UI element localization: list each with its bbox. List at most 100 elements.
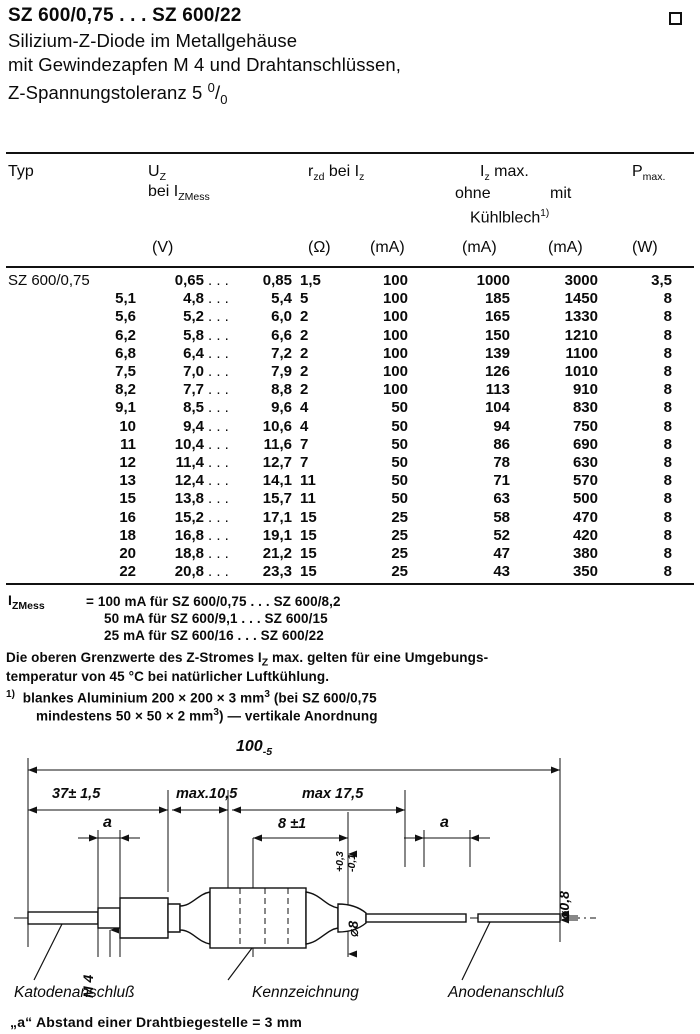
cell-rzd: 7	[300, 454, 309, 471]
table-row: 8,2 7,7. . . 8,8 2 100 113 910 8	[0, 381, 700, 399]
cell-rzd: 4	[300, 399, 309, 417]
cell-iz: 50	[391, 472, 408, 490]
cell-uz-high: 7,9	[271, 363, 292, 380]
cell-pmax: 8	[663, 490, 672, 508]
col-header-iz-rest: max.	[489, 163, 529, 180]
tolerance-pct-sep: /	[215, 82, 221, 104]
temp-note-line-2: temperatur von 45 °C bei natürlicher Luf…	[6, 669, 330, 684]
col-header-uz-bei-sub: ZMess	[178, 191, 210, 204]
footnote-2-text-b: ) — vertikale Anordnung	[219, 708, 378, 724]
cell-uz-dots: . . .	[208, 417, 229, 435]
cell-uz-low: 7,7	[183, 381, 204, 399]
cell-iz-max-ohne: 94	[493, 417, 510, 435]
izmess-line-2: 50 mA für SZ 600/9,1 . . . SZ 600/15	[104, 611, 328, 626]
col-header-kuehlblech-text: Kühlblech	[470, 209, 541, 227]
cell-iz-max-ohne: 86	[493, 435, 510, 453]
cell-iz-max-mit: 500	[572, 490, 598, 508]
tolerance-pct-num: 0	[207, 80, 216, 95]
cell-uz-high: 14,1	[262, 472, 292, 490]
cell-pmax: 8	[663, 435, 672, 453]
cell-typ: 11	[120, 435, 136, 453]
footnote-2-exp: 3	[213, 707, 220, 718]
table-row: 7,5 7,0. . . 7,9 2 100 126 1010 8	[0, 363, 700, 381]
drawing-svg	[14, 758, 596, 981]
cell-pmax: 8	[663, 526, 672, 544]
dim-a-right: a	[440, 814, 449, 831]
col-header-kuehlblech: Kühlblech1)	[470, 204, 549, 227]
izmess-label: IZMess	[8, 592, 45, 615]
col-header-uz-sub: Z	[159, 171, 166, 184]
cell-rzd: 15	[300, 526, 317, 544]
col-header-uz-bei: bei IZMess	[148, 182, 210, 207]
cell-typ: 12	[119, 454, 136, 471]
cell-uz-high: 6,0	[271, 308, 292, 326]
table-row: 20 18,8. . . 21,2 15 25 47 380 8	[0, 545, 700, 563]
cell-rzd: 15	[300, 508, 317, 526]
col-header-pmax-sub: max.	[642, 171, 666, 184]
izmess-line-3: 25 mA für SZ 600/16 . . . SZ 600/22	[104, 628, 324, 643]
tolerance-text: Z-Spannungstoleranz 5	[8, 82, 208, 104]
cell-rzd: 2	[300, 308, 309, 326]
table-row: 16 15,2. . . 17,1 15 25 58 470 8	[0, 509, 700, 527]
col-header-iz-main: I	[480, 163, 485, 180]
cell-iz-max-mit: 1010	[564, 363, 598, 380]
cell-rzd: 4	[300, 417, 309, 435]
table-row: 9,1 8,5. . . 9,6 4 50 104 830 8	[0, 399, 700, 417]
col-header-uz-main: U	[148, 163, 160, 180]
table-row: SZ 600/0,75 0,65. . . 0,85 1,5 100 1000 3000 3,…	[0, 272, 700, 290]
col-header-iz-max: Iz max.	[480, 162, 529, 187]
col-header-rzd-main: r	[308, 163, 314, 180]
cell-iz-max-mit: 420	[572, 526, 598, 544]
cell-iz-max-ohne: 165	[484, 308, 510, 326]
col-header-uz-bei-text: bei	[148, 183, 174, 200]
mechanical-drawing: 100-5 37± 1,5 max.10,5 max 17,5 8 ±1 a a…	[0, 738, 700, 1034]
temp-note-text-a: Die oberen Grenzwerte des Z-Stromes I	[6, 650, 262, 665]
cell-typ: 13	[119, 472, 136, 490]
cell-iz-max-mit: 910	[572, 381, 598, 399]
cell-iz: 25	[391, 526, 408, 544]
cell-uz-high: 23,3	[262, 563, 292, 581]
cell-pmax: 8	[663, 344, 672, 362]
cell-iz-max-ohne: 71	[493, 472, 510, 490]
dim-a-left: a	[103, 814, 112, 831]
page-title: SZ 600/0,75 . . . SZ 600/22	[8, 5, 242, 26]
cell-uz-high: 21,2	[262, 545, 292, 562]
col-header-pmax-main: P	[632, 163, 643, 180]
cell-pmax: 8	[663, 399, 672, 417]
cell-typ: 7,5	[115, 363, 136, 380]
header-desc-line-3: Z-Spannungstoleranz 5 0/0	[8, 76, 648, 111]
izmess-label-sub: ZMess	[12, 599, 45, 612]
cell-uz-low: 4,8	[183, 290, 204, 308]
table-header-rule	[6, 266, 694, 268]
col-unit-ma-ohne: (mA)	[462, 239, 497, 256]
cell-uz-high: 12,7	[262, 454, 292, 471]
footnote-1-exp: 3	[264, 689, 270, 700]
cell-uz-dots: . . .	[208, 344, 229, 362]
cell-uz-dots: . . .	[208, 545, 229, 562]
col-unit-ohm: (Ω)	[308, 239, 331, 256]
izmess-label-i: I	[8, 592, 12, 608]
table-row: 18 16,8. . . 19,1 15 25 52 420 8	[0, 527, 700, 545]
cell-iz-max-mit: 830	[572, 399, 598, 417]
caption-marking: Kennzeichnung	[252, 984, 359, 1001]
header-desc-line-2: mit Gewindezapfen M 4 und Drahtanschlüss…	[8, 53, 402, 75]
cell-iz: 25	[391, 508, 408, 526]
cell-uz-high: 7,2	[271, 344, 292, 362]
cell-iz-max-mit: 750	[572, 417, 598, 435]
cell-typ: SZ 600/0,75	[8, 272, 90, 289]
caption-anode: Anodenanschluß	[448, 984, 565, 1001]
col-header-ohne: ohne	[455, 185, 491, 202]
col-header-typ: Typ	[8, 163, 34, 180]
cell-iz-max-ohne: 185	[484, 290, 510, 308]
cell-uz-high: 19,1	[262, 526, 292, 544]
cell-uz-low: 7,0	[183, 363, 204, 380]
dim-total-length: 100-5	[236, 738, 272, 758]
dim-diameter-8-tol-lower: -0,1	[346, 853, 358, 872]
table-row: 6,8 6,4. . . 7,2 2 100 139 1100 8	[0, 345, 700, 363]
cell-uz-low: 16,8	[174, 526, 204, 544]
cell-iz-max-ohne: 1000	[476, 272, 510, 289]
table-row: 11 10,4. . . 11,6 7 50 86 690 8	[0, 436, 700, 454]
footnote-2-text-a: mindestens 50 × 50 × 2 mm	[36, 708, 214, 724]
footnote-1-text-b: (bei SZ 600/0,75	[269, 690, 377, 706]
